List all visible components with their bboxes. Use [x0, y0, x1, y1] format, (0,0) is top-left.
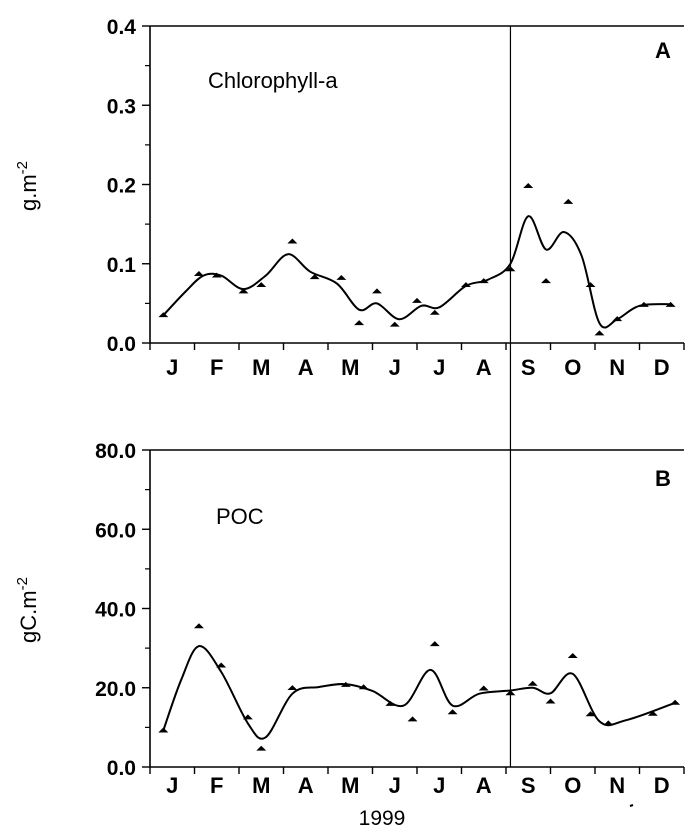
data-point — [585, 282, 596, 288]
data-point — [545, 698, 556, 704]
y-tick-label: 0.2 — [107, 175, 136, 198]
data-point — [563, 198, 574, 204]
data-point — [594, 330, 605, 336]
data-point — [412, 297, 422, 303]
month-label: O — [564, 773, 581, 798]
month-label: J — [389, 773, 401, 798]
month-label: M — [252, 773, 270, 798]
month-label: O — [564, 355, 581, 380]
data-point — [371, 288, 382, 294]
data-point — [193, 270, 204, 276]
month-label: N — [609, 773, 625, 798]
data-point — [309, 274, 320, 280]
y-axis-label-text: gC.m — [16, 590, 41, 643]
data-point — [638, 301, 649, 307]
data-point — [478, 278, 489, 284]
data-point — [256, 282, 267, 288]
month-label: D — [654, 355, 670, 380]
data-point — [541, 278, 552, 284]
month-label: J — [166, 773, 178, 798]
fitted-curve — [162, 645, 676, 740]
month-label: J — [433, 355, 445, 380]
month-label: A — [298, 773, 314, 798]
data-point — [612, 316, 623, 322]
month-label: J — [166, 355, 178, 380]
panel-letter: A — [655, 38, 671, 63]
data-point — [478, 685, 489, 691]
y-tick-label: 40.0 — [95, 599, 136, 622]
month-label: F — [210, 355, 223, 380]
y-tick-label: 0.0 — [107, 757, 136, 780]
y-axis-label-text: g.m — [16, 174, 41, 211]
y-tick-label: 0.0 — [107, 333, 136, 356]
data-point — [670, 699, 681, 705]
month-label: A — [476, 773, 492, 798]
data-point — [385, 700, 396, 706]
month-label: J — [433, 773, 445, 798]
month-label: J — [389, 355, 401, 380]
month-label: M — [252, 355, 270, 380]
data-point — [447, 709, 458, 715]
y-tick-label: 0.1 — [107, 254, 137, 277]
y-tick-label: 60.0 — [95, 519, 136, 542]
data-point — [429, 641, 440, 647]
panel-a: 0.0 0.1 0.2 0.3 0.4 J F M A M J J A S O N D Chlorophyll-a… — [14, 16, 685, 380]
month-label: A — [476, 355, 492, 380]
data-point — [407, 716, 418, 722]
data-point — [158, 312, 169, 318]
panel-letter: B — [655, 466, 671, 491]
data-point — [358, 684, 369, 690]
data-point — [523, 183, 534, 188]
data-point — [238, 288, 249, 294]
month-label: S — [521, 355, 536, 380]
data-point — [527, 680, 538, 686]
month-label: F — [210, 773, 223, 798]
month-label: N — [609, 355, 625, 380]
panel-title: Chlorophyll-a — [208, 68, 338, 93]
month-label: A — [298, 355, 314, 380]
data-point — [287, 685, 298, 691]
stray-mark — [629, 804, 634, 807]
data-point — [158, 727, 169, 733]
y-axis-label-exponent: -2 — [14, 577, 31, 590]
data-point — [665, 301, 676, 307]
data-point — [647, 710, 658, 716]
fitted-curve — [162, 215, 671, 329]
data-point — [242, 714, 253, 720]
month-label: S — [521, 773, 536, 798]
month-label: M — [341, 355, 359, 380]
y-axis-label: g.m-2 — [14, 161, 41, 211]
data-point — [340, 681, 351, 687]
data-point — [256, 745, 267, 751]
data-point — [429, 309, 440, 315]
data-point — [216, 662, 227, 668]
data-point — [287, 238, 298, 244]
data-point — [354, 320, 365, 326]
data-point — [460, 282, 471, 288]
y-axis-label: gC.m-2 — [14, 577, 41, 643]
y-tick-label: 80.0 — [95, 440, 136, 463]
data-point — [567, 652, 578, 658]
y-axis-label-exponent: -2 — [14, 161, 31, 174]
month-label: D — [654, 773, 670, 798]
data-point — [389, 321, 400, 327]
data-point — [193, 623, 204, 629]
data-point — [585, 711, 596, 717]
panel-b: 0.0 20.0 40.0 60.0 80.0 J F M A M J J A S O N D POC BgC.m-… — [14, 440, 685, 798]
data-point — [211, 272, 222, 278]
y-tick-label: 0.3 — [107, 95, 136, 118]
panel-title: POC — [216, 504, 264, 529]
data-point — [603, 720, 614, 726]
data-point — [336, 274, 347, 280]
x-axis-year-label: 1999 — [359, 807, 406, 830]
month-label: M — [341, 773, 359, 798]
y-tick-label: 20.0 — [95, 678, 136, 701]
y-tick-label: 0.4 — [107, 16, 137, 39]
